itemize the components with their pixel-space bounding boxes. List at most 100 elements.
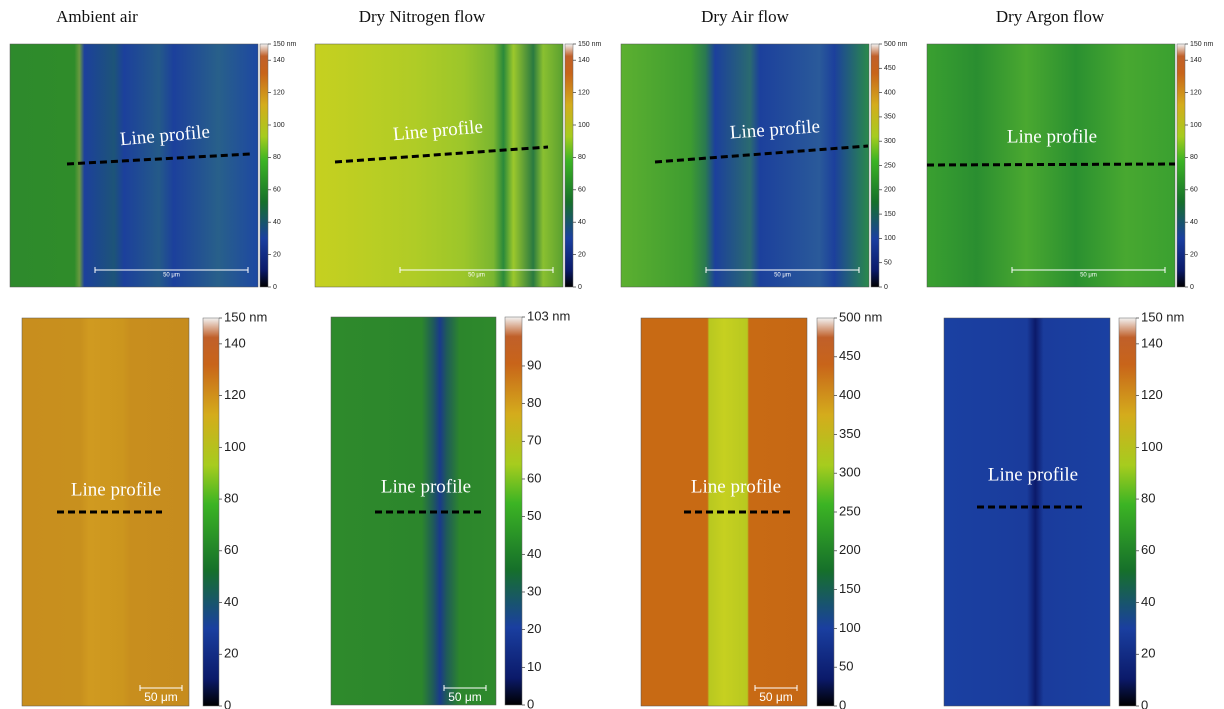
scale-bar-label: 50 μm — [864, 690, 898, 704]
colorbar-tick-label: 150 — [884, 211, 896, 218]
colorbar-tick-label: 0 — [527, 696, 534, 709]
colorbar-tick-label: 350 — [839, 426, 861, 441]
colorbar-tick-label: 250 — [839, 503, 861, 518]
scale-bar-label: 50 μm — [144, 690, 178, 704]
panel-title: Dry Argon flow — [996, 7, 1105, 26]
colorbar-tick-label: 0 — [839, 697, 846, 709]
colorbar-tick-label: 0 — [1141, 697, 1148, 709]
colorbar-tick-label: 0 — [224, 697, 231, 709]
colorbar-tick-label: 150 nm — [224, 309, 267, 324]
colorbar-tick-label: 20 — [1141, 646, 1155, 661]
colorbar-tick-label: 500 nm — [839, 309, 882, 324]
scale-bar-label: 50 μm — [163, 272, 180, 278]
colorbar-tick-label: 100 — [839, 620, 861, 635]
panel-title: Ambient air — [56, 7, 138, 26]
profile-line — [334, 145, 549, 164]
colorbar-tick-label: 300 — [839, 465, 861, 480]
colorbar-tick-label: 80 — [224, 491, 238, 506]
colorbar-tick-label: 20 — [1190, 251, 1198, 258]
colorbar-tick-label: 0 — [884, 284, 888, 291]
colorbar-tick-label: 20 — [273, 251, 281, 258]
scale-bar-label: 50 μm — [759, 690, 793, 704]
colorbar-tick-label: 140 — [1190, 57, 1202, 64]
line-profile-label: Line profile — [988, 464, 1078, 485]
colorbar-tick-label: 100 — [578, 122, 590, 129]
colorbar-tick-label: 40 — [527, 546, 541, 561]
colorbar-tick-label: 40 — [273, 219, 281, 226]
colorbar-tick-label: 100 — [273, 122, 285, 129]
colorbar — [816, 317, 835, 707]
colorbar-tick-label: 60 — [224, 542, 238, 557]
colorbar-tick-label: 140 — [1141, 335, 1163, 350]
colorbar-tick-label: 150 nm — [1190, 41, 1214, 48]
colorbar-tick-label: 100 — [884, 235, 896, 242]
colorbar-tick-label: 500 nm — [884, 41, 908, 48]
colorbar-tick-label: 40 — [1190, 219, 1198, 226]
colorbar-tick-label: 80 — [527, 395, 541, 410]
colorbar-tick-label: 20 — [527, 621, 541, 636]
colorbar-tick-label: 100 — [1190, 122, 1202, 129]
colorbar-tick-label: 140 — [578, 57, 590, 64]
colorbar-tick-label: 120 — [224, 387, 246, 402]
colorbar-tick-label: 80 — [273, 154, 281, 161]
colorbar — [259, 43, 269, 288]
colorbar-tick-label: 10 — [527, 659, 541, 674]
colorbar — [1118, 317, 1137, 707]
profile-line — [926, 162, 1176, 167]
afm-image — [620, 43, 870, 288]
colorbar-tick-label: 80 — [578, 154, 586, 161]
scale-bar-label: 50 μm — [774, 272, 791, 278]
colorbar-tick-label: 20 — [578, 251, 586, 258]
colorbar-tick-label: 120 — [578, 89, 590, 96]
colorbar-tick-label: 100 — [1141, 439, 1163, 454]
colorbar-tick-label: 150 nm — [273, 41, 297, 48]
colorbar-tick-label: 60 — [578, 187, 586, 194]
colorbar-tick-label: 70 — [527, 433, 541, 448]
colorbar-tick-label: 140 — [273, 57, 285, 64]
colorbar-tick-label: 50 — [839, 659, 853, 674]
line-profile-label: Line profile — [381, 476, 471, 497]
scale-bar-label: 50 μm — [1080, 272, 1097, 278]
colorbar-tick-label: 60 — [1141, 542, 1155, 557]
line-profile-label: Line profile — [71, 479, 161, 500]
colorbar — [202, 317, 220, 707]
colorbar-tick-label: 0 — [273, 284, 277, 291]
line-profile-label: Line profile — [1007, 126, 1097, 147]
colorbar-tick-label: 60 — [527, 470, 541, 485]
colorbar-tick-label: 120 — [1190, 89, 1202, 96]
afm-image — [314, 43, 564, 288]
colorbar-tick-label: 0 — [578, 284, 582, 291]
colorbar-tick-label: 150 — [839, 581, 861, 596]
scale-bar-label: 50 μm — [448, 690, 482, 704]
colorbar-tick-label: 90 — [527, 357, 541, 372]
colorbar-tick-label: 80 — [1141, 491, 1155, 506]
colorbar-tick-label: 40 — [578, 219, 586, 226]
colorbar — [1176, 43, 1186, 288]
afm-image — [9, 43, 259, 288]
colorbar-tick-label: 400 — [884, 89, 896, 96]
colorbar-tick-label: 200 — [839, 542, 861, 557]
colorbar-tick-label: 30 — [527, 583, 541, 598]
colorbar-tick-label: 0 — [1190, 284, 1194, 291]
colorbar-tick-label: 450 — [839, 348, 861, 363]
afm-image — [943, 317, 1111, 707]
colorbar-tick-label: 140 — [224, 335, 246, 350]
colorbar-tick-label: 300 — [884, 138, 896, 145]
line-profile-label: Line profile — [691, 476, 781, 497]
profile-line — [654, 144, 869, 164]
colorbar-tick-label: 250 — [884, 162, 896, 169]
colorbar-tick-label: 120 — [273, 89, 285, 96]
colorbar-tick-label: 100 — [224, 439, 246, 454]
colorbar-tick-label: 60 — [273, 187, 281, 194]
scale-bar-label: 50 μm — [468, 272, 485, 278]
colorbar — [504, 316, 523, 706]
panel-title: Dry Nitrogen flow — [359, 7, 486, 26]
colorbar-tick-label: 120 — [1141, 387, 1163, 402]
colorbar-tick-label: 50 — [527, 508, 541, 523]
colorbar-tick-label: 40 — [224, 594, 238, 609]
colorbar-tick-label: 350 — [884, 114, 896, 121]
colorbar-tick-label: 60 — [1190, 187, 1198, 194]
colorbar-tick-label: 450 — [884, 65, 896, 72]
colorbar-tick-label: 150 nm — [578, 41, 602, 48]
